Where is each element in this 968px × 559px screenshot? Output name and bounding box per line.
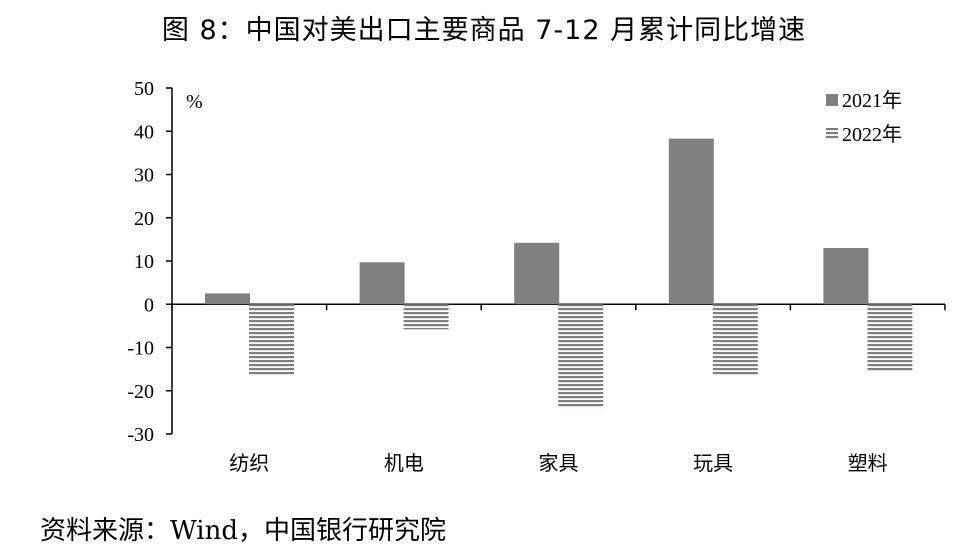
source-note: 资料来源：Wind，中国银行研究院	[40, 516, 446, 546]
x-category-label: 家具	[539, 451, 579, 475]
legend-label: 2021年	[842, 89, 902, 112]
bar-2022年-纺织	[249, 304, 294, 376]
chart-title: 图 8：中国对美出口主要商品 7-12 月累计同比增速	[161, 15, 807, 46]
x-category-label: 玩具	[693, 451, 733, 475]
y-tick-label: 0	[144, 294, 154, 316]
y-tick-label: 20	[134, 208, 154, 230]
bar-chart: 50 40 30 20 10 0 -10 -20 -30% 纺织 机电 家具 玩具 塑料 2021年 202…	[127, 78, 946, 475]
y-tick-label: -20	[127, 381, 154, 403]
bar-2021年-玩具	[668, 138, 714, 305]
y-tick-label: 30	[134, 165, 154, 187]
bar-2021年-塑料	[823, 248, 869, 305]
y-tick-label: 50	[134, 78, 154, 100]
y-tick-label: -30	[127, 424, 154, 446]
bar-2022年-机电	[403, 304, 449, 330]
x-category-label: 机电	[384, 451, 424, 475]
legend-swatch	[826, 128, 838, 140]
bar-2021年-家具	[514, 242, 560, 305]
bar-2022年-塑料	[867, 304, 913, 372]
legend-label: 2022年	[842, 123, 902, 146]
legend-swatch	[826, 94, 838, 106]
bar-2022年-家具	[558, 304, 604, 409]
bar-2022年-玩具	[712, 304, 758, 376]
x-category-label: 纺织	[229, 451, 269, 475]
bar-2021年-纺织	[205, 293, 250, 305]
x-category-label: 塑料	[848, 451, 888, 475]
y-tick-label: 10	[134, 251, 154, 273]
y-tick-label: -10	[127, 338, 154, 360]
y-unit-label: %	[186, 91, 203, 113]
y-tick-label: 40	[134, 121, 154, 143]
bar-2021年-机电	[359, 262, 405, 305]
